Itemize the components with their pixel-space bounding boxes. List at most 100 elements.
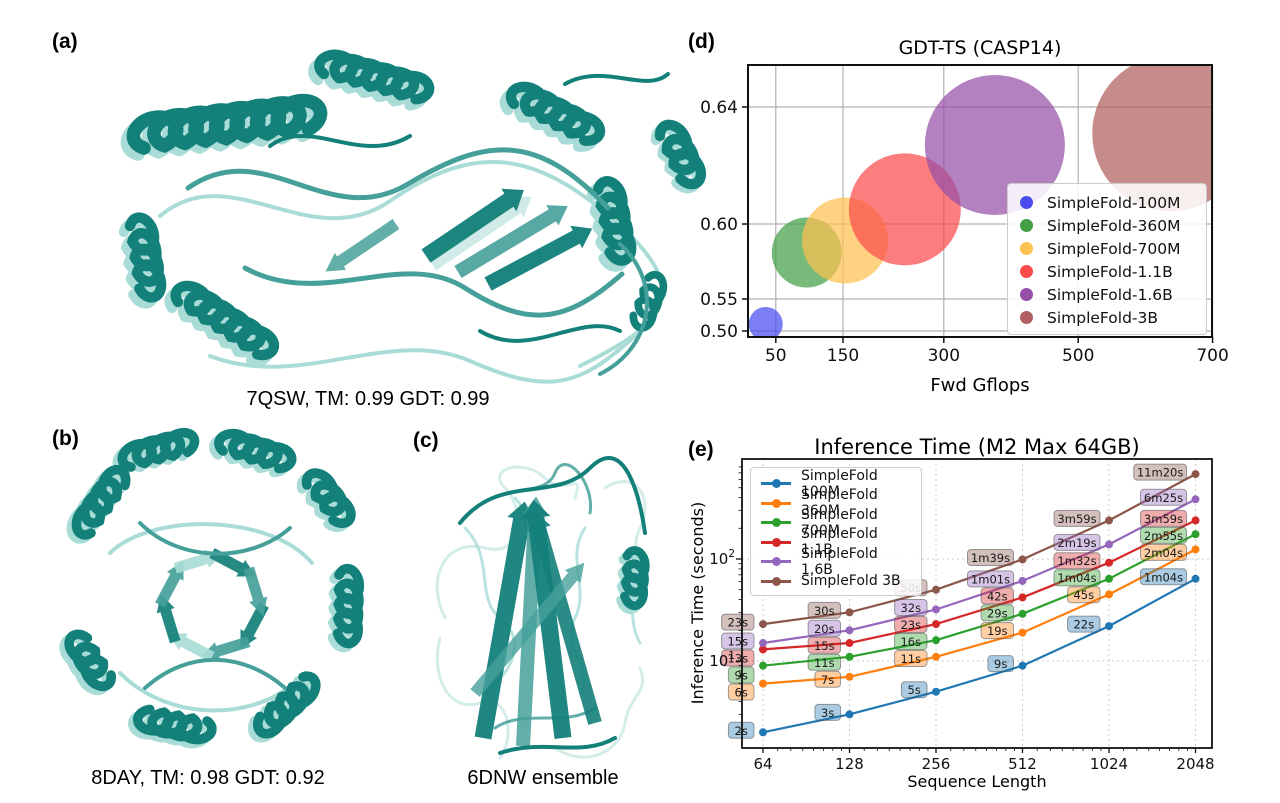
svg-text:23s: 23s xyxy=(727,616,748,630)
panel-b-label: (b) xyxy=(52,427,79,450)
series-simplefold-1-1b xyxy=(762,519,1196,651)
svg-text:0.60: 0.60 xyxy=(700,215,738,235)
chart-inference-time: Inference Time (M2 Max 64GB) 23s 15s 13s 9s… xyxy=(680,430,1280,803)
protein-structure-6dnw-ensemble xyxy=(435,456,650,760)
series-simplefold-700m xyxy=(762,533,1197,667)
svg-text:0.55: 0.55 xyxy=(700,290,738,310)
legend-label: SimpleFold-1.1B xyxy=(1047,262,1173,281)
svg-text:9s: 9s xyxy=(994,657,1007,671)
svg-text:150: 150 xyxy=(827,346,859,366)
legend-line-marker-icon xyxy=(761,576,791,586)
svg-text:512: 512 xyxy=(1008,755,1037,773)
series-simplefold-1-6b xyxy=(762,498,1197,645)
svg-text:1024: 1024 xyxy=(1090,755,1128,773)
svg-text:64: 64 xyxy=(753,755,772,773)
legend-label: SimpleFold-3B xyxy=(1047,308,1159,327)
point-labels: 23s15s13s9s6s2s30s20s15s11s7s3s50s32s23s… xyxy=(721,463,1188,739)
legend-line-marker-icon xyxy=(761,518,791,528)
legend-marker-icon xyxy=(1020,219,1033,232)
ribbon-cartoon-8day xyxy=(59,427,365,749)
line-series xyxy=(762,473,1197,734)
chart-e-title: Inference Time (M2 Max 64GB) xyxy=(814,435,1140,459)
legend-label: SimpleFold 100M xyxy=(801,467,878,500)
svg-text:19s: 19s xyxy=(987,624,1008,638)
svg-text:22s: 22s xyxy=(1073,618,1094,632)
panel-a-label: (a) xyxy=(52,30,78,53)
svg-text:2m04s: 2m04s xyxy=(1144,546,1183,560)
svg-text:16s: 16s xyxy=(900,635,921,649)
legend-dot-icon xyxy=(771,479,781,489)
data-points xyxy=(759,470,1200,737)
legend-marker-icon xyxy=(1020,288,1033,301)
svg-text:300: 300 xyxy=(928,346,960,366)
legend-dot-icon xyxy=(771,557,781,567)
svg-text:11s: 11s xyxy=(814,656,835,670)
svg-text:3s: 3s xyxy=(821,706,834,720)
legend-label: SimpleFold-1.6B xyxy=(1047,285,1173,304)
chart-d-title: GDT-TS (CASP14) xyxy=(898,37,1062,59)
legend-item-6: SimpleFold-3B xyxy=(1020,306,1194,329)
legend-label: SimpleFold 1.6B xyxy=(801,545,878,578)
svg-text:42s: 42s xyxy=(987,589,1008,603)
caption-6dnw: 6DNW ensemble xyxy=(467,767,619,789)
panel-d-label: (d) xyxy=(688,30,715,53)
legend-label: SimpleFold 3B xyxy=(801,573,901,590)
chart-e-xlabel: Sequence Length xyxy=(907,772,1047,791)
svg-text:5s: 5s xyxy=(908,683,921,697)
svg-text:11s: 11s xyxy=(900,652,921,666)
series-simplefold-100m xyxy=(762,577,1197,734)
legend-dot-icon xyxy=(771,518,781,528)
legend-item-2: SimpleFold-360M xyxy=(1020,214,1194,237)
legend-dot-icon xyxy=(771,537,781,547)
svg-text:0.50: 0.50 xyxy=(700,322,738,342)
chart-d-xlabel: Fwd Gflops xyxy=(930,375,1030,396)
legend-line-marker-icon xyxy=(761,537,791,547)
svg-text:15s: 15s xyxy=(814,639,835,653)
legend-marker-icon xyxy=(1020,265,1033,278)
caption-8day: 8DAY, TM: 0.98 GDT: 0.92 xyxy=(91,767,325,789)
legend-item-5: SimpleFold-1.6B xyxy=(1020,283,1194,306)
legend-line-marker-icon xyxy=(761,479,791,489)
svg-text:2m19s: 2m19s xyxy=(1057,536,1096,550)
legend-label: SimpleFold 360M xyxy=(801,487,878,520)
svg-text:13s: 13s xyxy=(727,652,748,666)
legend-label: SimpleFold 700M xyxy=(801,506,878,539)
chart-e-ylabel: Inference Time (seconds) xyxy=(688,501,707,705)
chart-e-grid xyxy=(742,459,1212,748)
svg-text:1m04s: 1m04s xyxy=(1144,570,1183,584)
svg-text:15s: 15s xyxy=(727,635,748,649)
svg-text:1m32s: 1m32s xyxy=(1057,554,1096,568)
svg-text:6m25s: 6m25s xyxy=(1144,491,1183,505)
chart-gdt-ts: GDT-TS (CASP14) 50 150 300 500 700 0.50 0.55 0.… xyxy=(680,25,1280,417)
svg-text:102: 102 xyxy=(709,548,735,568)
legend-dot-icon xyxy=(771,576,781,586)
svg-text:1m39s: 1m39s xyxy=(971,551,1010,565)
legend-marker-icon xyxy=(1020,311,1033,324)
panel-c-label: (c) xyxy=(413,429,439,452)
chart-d-ticks: 50 150 300 500 700 0.50 0.55 0.60 0.64 xyxy=(700,98,1229,366)
legend-marker-icon xyxy=(1020,242,1033,255)
series-simplefold-360m xyxy=(762,548,1197,685)
caption-7qsw: 7QSW, TM: 0.99 GDT: 0.99 xyxy=(246,388,490,410)
chart-d-plot: 50 150 300 500 700 0.50 0.55 0.60 0.64 xyxy=(700,64,1229,366)
legend-label: SimpleFold-100M xyxy=(1047,193,1181,212)
legend-item-4: SimpleFold 1.1B xyxy=(761,526,911,558)
legend-item-3: SimpleFold-700M xyxy=(1020,237,1194,260)
protein-structure-8day xyxy=(59,427,365,749)
svg-text:23s: 23s xyxy=(900,618,921,632)
svg-text:11m20s: 11m20s xyxy=(1137,466,1183,480)
svg-text:20s: 20s xyxy=(814,622,835,636)
legend-dot-icon xyxy=(771,498,781,508)
ribbon-cartoon-7qsw xyxy=(118,49,707,384)
ribbon-cartoon-6dnw xyxy=(435,456,650,760)
svg-text:1m01s: 1m01s xyxy=(971,572,1010,586)
chart-e-plot: 23s15s13s9s6s2s30s20s15s11s7s3s50s32s23s… xyxy=(709,458,1215,773)
legend-label: SimpleFold-700M xyxy=(1047,239,1181,258)
svg-text:3m59s: 3m59s xyxy=(1057,512,1096,526)
legend-line-marker-icon xyxy=(761,498,791,508)
svg-text:7s: 7s xyxy=(821,673,834,687)
legend-item-1: SimpleFold-100M xyxy=(1020,191,1194,214)
svg-text:700: 700 xyxy=(1196,346,1228,366)
legend-label: SimpleFold-360M xyxy=(1047,216,1181,235)
